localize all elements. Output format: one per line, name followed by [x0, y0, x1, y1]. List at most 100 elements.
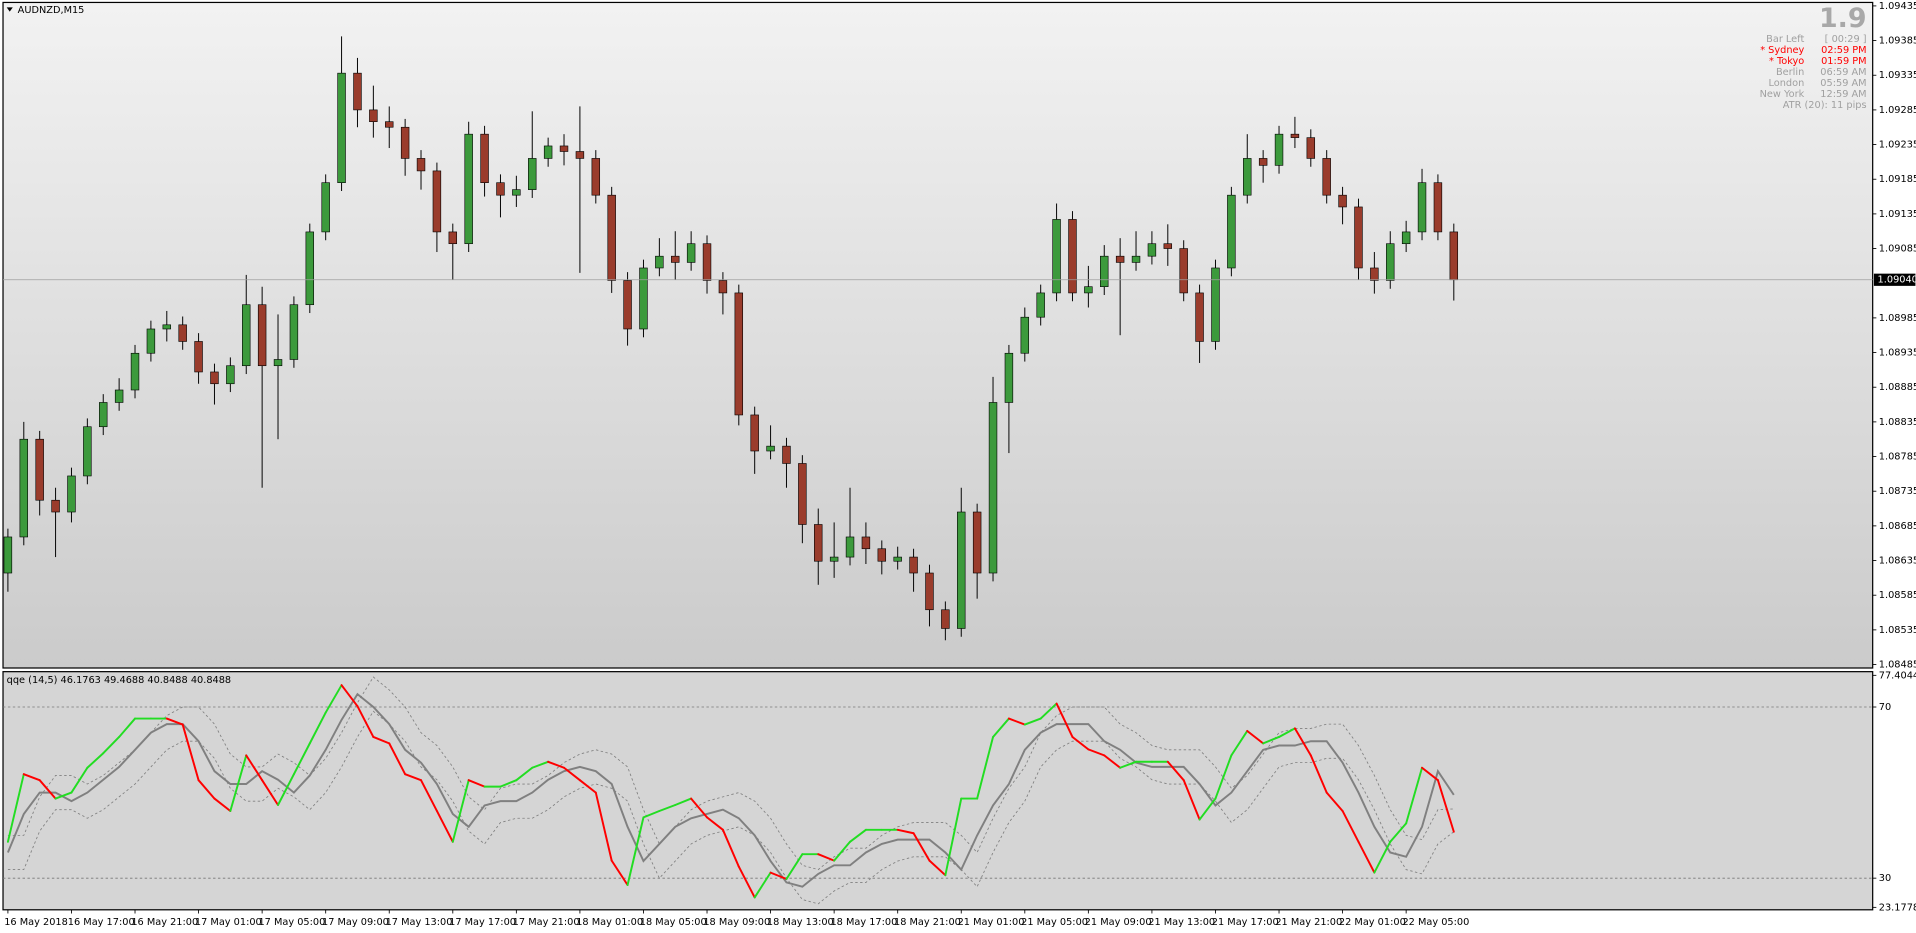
candle-body [671, 255, 680, 263]
qqe-segment [1278, 727, 1296, 738]
qqe-segment [912, 832, 931, 862]
session-value: [ 00:29 ] [1825, 34, 1867, 45]
x-tick-label: 16 May 17:00 [68, 917, 135, 928]
symbol-menu-arrow[interactable] [6, 7, 13, 12]
qqe-segment [515, 766, 534, 782]
qqe-segment [54, 791, 73, 800]
qqe-segment [642, 810, 661, 819]
x-tick-label: 18 May 09:00 [703, 917, 770, 928]
candle-body [448, 231, 458, 245]
session-label: * Tokyo [1769, 56, 1804, 67]
y-tick-label: 1.08485 [1879, 660, 1916, 671]
y-tick-label: 77.4044 [1879, 670, 1916, 681]
x-tick-label: 17 May 09:00 [322, 917, 389, 928]
qqe-segment [1325, 791, 1344, 812]
qqe-segment [817, 853, 836, 862]
qqe-segment [1103, 754, 1122, 769]
candle-body [400, 126, 410, 159]
qqe-segment [1309, 754, 1328, 794]
qqe-segment [1023, 717, 1042, 726]
qqe-segment [928, 859, 947, 877]
qqe-segment [721, 828, 740, 868]
candle-body [130, 352, 140, 391]
candle-body [893, 556, 902, 562]
y-tick-label: 1.09285 [1879, 105, 1916, 116]
session-label: * Sydney [1760, 45, 1804, 56]
candle-body [861, 536, 871, 550]
qqe-segment [737, 865, 756, 899]
qqe-segment [658, 804, 677, 812]
qqe-segment [165, 717, 184, 726]
candle-body [321, 182, 330, 233]
x-tick-label: 21 May 17:00 [1212, 917, 1279, 928]
candle-body [941, 609, 950, 629]
qqe-segment [324, 684, 343, 714]
x-tick-label: 17 May 01:00 [195, 917, 262, 928]
candle-body [766, 445, 775, 452]
candle-body [988, 402, 998, 574]
candle-body [257, 304, 267, 367]
candle-body [1338, 194, 1347, 208]
candle-body [1354, 206, 1363, 269]
y-tick-label: 1.08785 [1879, 452, 1916, 463]
candle-body [877, 548, 887, 562]
main-pane [2, 1, 1874, 669]
qqe-segment [1436, 779, 1455, 833]
qqe-segment [547, 760, 565, 769]
candle-body [1243, 158, 1252, 196]
candle-body [623, 280, 632, 330]
candle-body [273, 359, 283, 367]
candle-body [1290, 133, 1300, 138]
candle-body [83, 426, 92, 477]
candle-body [35, 438, 44, 501]
x-tick-label: 18 May 05:00 [640, 917, 707, 928]
candle-body [305, 231, 315, 306]
qqe-segment [690, 797, 708, 819]
candle-body [496, 182, 505, 196]
candle-body [416, 158, 426, 172]
session-value: 01:59 PM [1821, 56, 1867, 67]
qqe-segment [277, 773, 295, 806]
qqe-segment [245, 754, 264, 782]
indicator-pane [2, 671, 1874, 911]
qqe-segment [451, 779, 470, 843]
candle-body [226, 365, 235, 385]
candle-body [67, 475, 76, 513]
session-label: London [1769, 78, 1805, 89]
candle-body [1211, 267, 1220, 342]
x-tick-label: 21 May 05:00 [1021, 917, 1088, 928]
qqe-segment [420, 779, 438, 812]
candle-body [464, 133, 473, 245]
y-tick-label: 30 [1879, 873, 1891, 884]
candle-body [480, 133, 489, 184]
qqe-segment [531, 760, 550, 769]
candle-body [1386, 243, 1395, 281]
qqe-segment [785, 853, 804, 880]
candle-body [1036, 292, 1045, 318]
candle-body [972, 511, 982, 574]
y-tick-label: 1.09185 [1879, 174, 1916, 185]
candle-body [178, 324, 187, 342]
qqe-segment [38, 779, 57, 800]
qqe-segment [1357, 840, 1376, 874]
qqe-segment [213, 797, 232, 812]
qqe-segment [181, 723, 200, 782]
qqe-segment [70, 766, 89, 794]
candle-body [432, 170, 442, 233]
x-tick-label: 21 May 09:00 [1085, 917, 1152, 928]
candle-body [1195, 292, 1204, 342]
candle-body [1131, 255, 1141, 263]
qqe-segment [102, 735, 121, 755]
qqe-segment [1087, 748, 1106, 757]
qqe-segment [1230, 729, 1249, 757]
candle-body [686, 243, 696, 263]
qqe-segment [944, 797, 963, 877]
candle-body [925, 572, 934, 611]
candle-body [814, 524, 823, 562]
candle-body [845, 536, 855, 558]
y-tick-label: 1.09085 [1879, 244, 1916, 255]
x-tick-label: 18 May 21:00 [894, 917, 961, 928]
candle-body [1433, 182, 1443, 233]
candle-body [750, 414, 759, 452]
